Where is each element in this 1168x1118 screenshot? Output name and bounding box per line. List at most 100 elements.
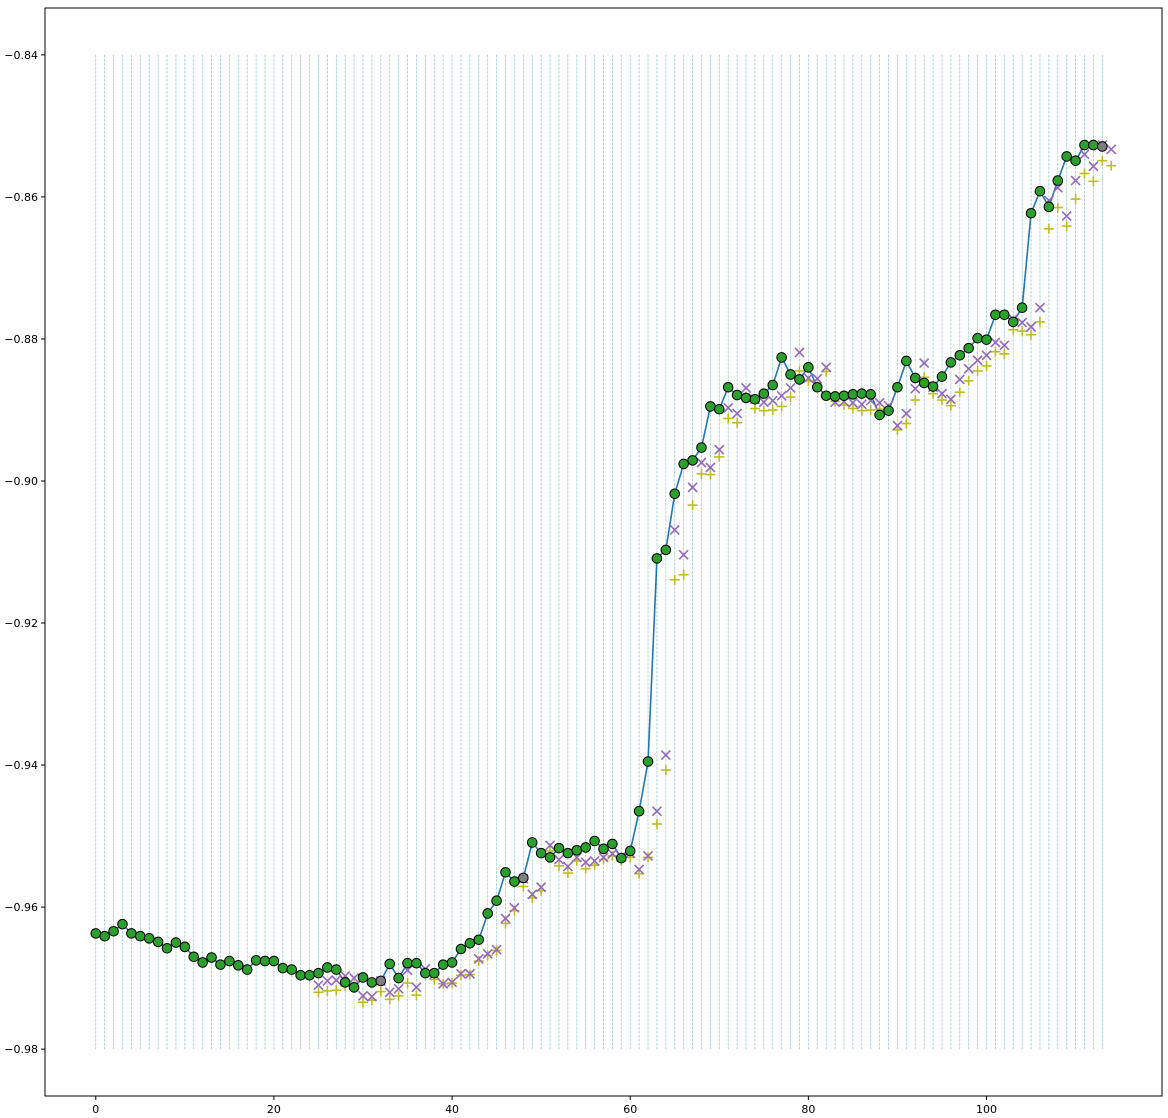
plus-marker: [945, 400, 956, 411]
x-marker: [357, 990, 369, 1001]
x-marker: [651, 806, 663, 817]
x-marker: [589, 855, 600, 866]
plus-marker: [375, 986, 386, 997]
circle-marker: [553, 842, 565, 854]
circle-marker: [927, 381, 939, 392]
x-marker-b: [910, 383, 921, 394]
x-marker-b: [411, 982, 422, 993]
x-marker-b: [544, 840, 556, 851]
circle-marker: [1061, 151, 1072, 162]
x-marker: [1079, 149, 1090, 160]
plus-marker: [643, 852, 654, 863]
plus-marker: [981, 360, 992, 371]
x-marker: [794, 347, 805, 358]
circle-marker: [402, 957, 413, 969]
circle-marker: [348, 982, 360, 993]
x-marker-b: [509, 902, 520, 913]
circle-marker: [518, 872, 529, 884]
x-axis: 0 20 40 60 80 100: [92, 1096, 997, 1116]
x-marker-b: [1061, 211, 1072, 222]
circle-marker: [1052, 175, 1064, 186]
x-marker: [1088, 161, 1099, 172]
x-marker-b: [892, 420, 903, 431]
x-marker: [491, 944, 502, 955]
x-marker: [732, 408, 743, 419]
x-marker: [464, 968, 475, 979]
circle-marker: [874, 409, 885, 421]
plus-marker: [455, 970, 466, 981]
plus-marker: [963, 375, 974, 386]
x-marker-b: [598, 852, 609, 863]
x-marker: [945, 394, 956, 405]
circle-marker: [731, 389, 743, 401]
circle-marker: [366, 977, 378, 988]
circle-marker: [892, 381, 903, 393]
x-marker-b: [384, 987, 395, 998]
circle-marker: [696, 442, 707, 453]
x-tick-label: 20: [267, 1103, 281, 1116]
circle-marker: [811, 381, 823, 393]
x-marker-b: [1106, 144, 1117, 155]
x-marker: [696, 457, 707, 468]
x-marker: [482, 948, 493, 960]
x-marker: [776, 390, 787, 401]
circle-marker: [135, 930, 146, 942]
plot-frame: [44, 7, 1163, 1097]
x-marker-b: [669, 524, 680, 536]
x-marker: [393, 983, 404, 994]
x-marker-b: [349, 973, 360, 984]
x-marker-b: [447, 977, 458, 988]
x-marker-b: [660, 750, 671, 761]
circle-marker: [642, 756, 654, 767]
x-tick-label: 60: [623, 1103, 637, 1116]
x-marker: [963, 363, 974, 374]
plus-marker: [936, 395, 947, 406]
x-marker-b: [794, 347, 805, 358]
circle-marker: [1079, 139, 1090, 151]
x-marker-b: [634, 864, 645, 875]
plus-marker: [678, 569, 689, 580]
x-marker-b: [322, 975, 333, 987]
circle-marker: [232, 960, 244, 971]
circle-marker: [446, 957, 458, 968]
x-marker-b: [936, 388, 948, 399]
x-marker-b: [821, 362, 832, 373]
plus-marker: [856, 405, 867, 416]
circle-marker: [161, 942, 173, 954]
x-marker: [660, 750, 671, 761]
x-marker-b: [482, 948, 493, 960]
circle-marker: [268, 955, 280, 967]
circle-marker: [277, 962, 289, 974]
x-marker-b: [393, 983, 404, 994]
x-marker: [509, 902, 520, 913]
x-marker: [812, 373, 823, 384]
plus-marker: [785, 392, 796, 403]
x-marker: [919, 358, 930, 369]
x-marker: [544, 840, 556, 851]
x-marker-b: [678, 549, 689, 560]
plus-marker: [598, 854, 609, 865]
circle-marker: [428, 967, 440, 979]
x-marker: [740, 382, 752, 394]
circle-marker: [883, 405, 894, 416]
plus-marker: [393, 990, 404, 1001]
plus-marker: [954, 387, 965, 398]
x-marker-b: [357, 990, 369, 1001]
circle-marker: [901, 355, 912, 367]
x-marker-b: [705, 462, 716, 473]
plus-marker: [714, 451, 725, 462]
circle-marker: [544, 852, 556, 863]
y-tick-label: −0.90: [4, 475, 38, 488]
circle-marker: [580, 842, 591, 853]
circle-marker: [660, 544, 672, 556]
x-marker-b: [767, 395, 778, 406]
x-marker-b: [785, 382, 796, 394]
plus-marker: [607, 850, 618, 861]
circle-marker: [838, 390, 850, 402]
plus-marker: [723, 413, 734, 424]
x-marker: [527, 889, 538, 900]
x-marker-b: [562, 861, 573, 872]
x-marker-b: [945, 394, 956, 405]
x-marker: [455, 968, 467, 979]
x-marker: [723, 402, 734, 413]
